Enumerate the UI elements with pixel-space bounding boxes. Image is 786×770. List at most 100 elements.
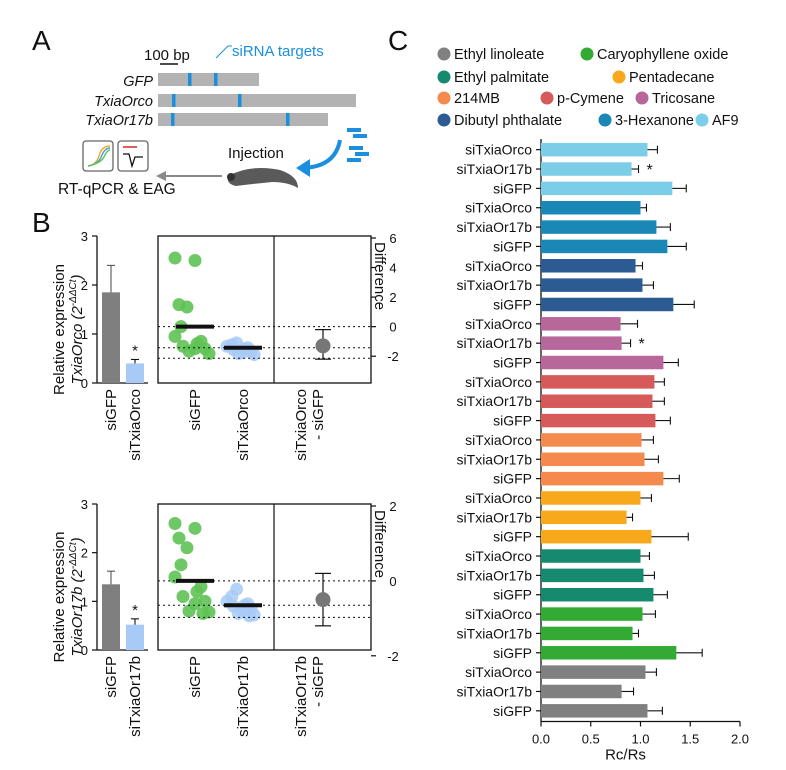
dot-category-label: - siGFP bbox=[310, 389, 327, 440]
category-label: siTxiaOrco bbox=[465, 664, 532, 680]
x-tick-label: 1.0 bbox=[631, 732, 649, 747]
gene-bar-txiaorco bbox=[158, 94, 356, 107]
dot-category-label: siGFP bbox=[187, 389, 204, 431]
bar bbox=[541, 646, 677, 660]
y-axis-label-close: ) bbox=[69, 537, 86, 544]
data-point bbox=[198, 594, 212, 608]
bar bbox=[541, 297, 674, 312]
category-label: siTxiaOr17b bbox=[457, 509, 533, 525]
y-axis-label-line1: Relative expression bbox=[51, 532, 68, 663]
data-point bbox=[231, 607, 245, 620]
legend-label: Ethyl palmitate bbox=[454, 70, 549, 86]
data-point bbox=[231, 347, 245, 361]
bar bbox=[541, 704, 648, 718]
x-axis-label: Rc/Rs bbox=[605, 747, 646, 764]
legend-label: AF9 bbox=[712, 113, 739, 129]
y-axis-label-line2: TxiaOr17b (2-ΔΔCt) bbox=[68, 537, 86, 656]
panel-a-schematic: 100 bp siRNA targets GFP TxiaOrco TxiaOr… bbox=[58, 43, 369, 198]
y-tick-label: 2 bbox=[81, 278, 88, 293]
y-axis-label-sup: -ΔΔCt bbox=[68, 541, 79, 569]
category-label: siGFP bbox=[493, 180, 532, 196]
category-label: siGFP bbox=[103, 389, 120, 431]
diff-point bbox=[315, 338, 331, 354]
diff-tick-label: -2 bbox=[387, 649, 399, 664]
significance-star: * bbox=[132, 342, 138, 359]
legend-marker bbox=[598, 113, 612, 127]
data-point bbox=[242, 609, 256, 623]
bar bbox=[102, 584, 120, 650]
data-point bbox=[176, 589, 190, 603]
category-label: siTxiaOr17b bbox=[127, 656, 144, 737]
category-label: siGFP bbox=[493, 296, 532, 312]
x-tick-label: 1.5 bbox=[681, 732, 699, 747]
category-label: siGFP bbox=[493, 413, 532, 429]
bar bbox=[541, 259, 636, 273]
injection-label: Injection bbox=[228, 145, 284, 162]
y-axis-label-line1: Relative expression bbox=[51, 264, 68, 395]
panel-a-letter: A bbox=[32, 25, 51, 56]
data-point bbox=[180, 541, 194, 555]
assay-label: RT-qPCR & EAG bbox=[58, 181, 176, 198]
target-mark bbox=[188, 73, 192, 86]
category-label: siGFP bbox=[493, 529, 532, 545]
category-label: siTxiaOrco bbox=[465, 200, 532, 216]
dot-plot-frame bbox=[157, 503, 372, 651]
significance-star: * bbox=[132, 602, 138, 619]
diff-tick-label: 2 bbox=[389, 499, 396, 514]
bar bbox=[541, 220, 657, 234]
y-tick-label: 0 bbox=[81, 643, 88, 658]
data-point bbox=[196, 607, 210, 620]
category-label: siGFP bbox=[493, 703, 532, 719]
category-label: siTxiaOr17b bbox=[457, 161, 533, 177]
bar bbox=[102, 292, 120, 383]
dot-category-label: siTxiaOrco bbox=[235, 389, 252, 461]
significance-star: * bbox=[647, 162, 653, 179]
difference-axis-label: Difference bbox=[371, 510, 388, 578]
target-mark bbox=[286, 113, 290, 126]
x-tick-label: 0.5 bbox=[582, 732, 600, 747]
bar bbox=[541, 529, 652, 544]
x-tick-label: 2.0 bbox=[731, 732, 749, 747]
data-point bbox=[190, 585, 204, 599]
category-label: siTxiaOrco bbox=[465, 258, 532, 274]
bar bbox=[541, 433, 642, 447]
bar bbox=[541, 587, 654, 602]
category-label: siGFP bbox=[493, 645, 532, 661]
data-point bbox=[172, 531, 186, 545]
diff-point bbox=[315, 592, 331, 608]
target-mark bbox=[172, 94, 176, 107]
diff-tick-label: 2 bbox=[389, 290, 396, 305]
sirna-targets-label: siRNA targets bbox=[232, 43, 324, 60]
bar bbox=[541, 278, 643, 292]
legend-marker bbox=[612, 70, 626, 84]
diff-tick-label: 0 bbox=[389, 574, 396, 589]
category-label: siGFP bbox=[493, 355, 532, 371]
category-label: siGFP bbox=[493, 471, 532, 487]
data-point bbox=[247, 348, 261, 362]
data-point bbox=[168, 329, 182, 343]
injection-arrowhead-icon bbox=[296, 159, 310, 177]
diff-tick-label: -2 bbox=[387, 349, 399, 364]
category-label: siTxiaOr17b bbox=[457, 335, 533, 351]
dot-plot-frame bbox=[157, 235, 372, 384]
bar bbox=[541, 491, 641, 505]
x-tick-label: 0.0 bbox=[532, 732, 550, 747]
dot-category-label: siGFP bbox=[187, 656, 204, 698]
category-label: siTxiaOrco bbox=[465, 432, 532, 448]
category-label: siTxiaOrco bbox=[465, 142, 532, 158]
legend-marker bbox=[437, 70, 451, 84]
category-label: siTxiaOrco bbox=[465, 374, 532, 390]
diff-tick-label: 4 bbox=[389, 261, 396, 276]
legend-label: Dibutyl phthalate bbox=[454, 113, 562, 129]
data-point bbox=[202, 347, 216, 361]
y-axis-label-gene: TxiaOrco (2 bbox=[69, 306, 86, 385]
category-label: siTxiaOr17b bbox=[457, 683, 533, 699]
sirna-duplex-icon bbox=[347, 128, 369, 162]
legend-marker bbox=[437, 113, 451, 127]
y-tick-label: 0 bbox=[81, 376, 88, 391]
bar bbox=[541, 239, 668, 254]
gene-label-txiaor17b: TxiaOr17b bbox=[85, 113, 153, 129]
bar bbox=[541, 200, 641, 215]
larva-icon bbox=[227, 168, 298, 188]
legend-label: Tricosane bbox=[652, 91, 715, 107]
